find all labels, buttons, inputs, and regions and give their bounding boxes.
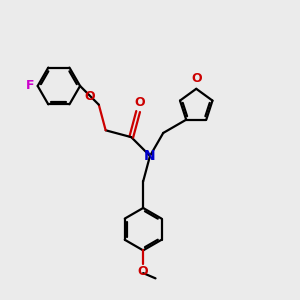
Text: N: N bbox=[144, 149, 156, 163]
Text: F: F bbox=[26, 80, 34, 92]
Text: O: O bbox=[138, 265, 148, 278]
Text: O: O bbox=[191, 72, 202, 85]
Text: O: O bbox=[134, 96, 145, 109]
Text: O: O bbox=[85, 90, 95, 103]
